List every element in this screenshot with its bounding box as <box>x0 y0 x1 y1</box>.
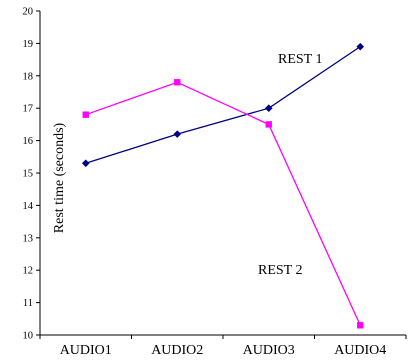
y-tick-label: 16 <box>23 136 34 147</box>
chart-series <box>81 42 365 329</box>
y-tick-label: 13 <box>23 233 34 244</box>
x-category-label: AUDIO3 <box>243 343 295 358</box>
series-label-rest-1: REST 1 <box>278 52 322 67</box>
data-point-diamond <box>264 104 273 112</box>
y-tick-label: 10 <box>23 331 34 342</box>
x-category-label: AUDIO4 <box>334 343 386 358</box>
y-tick-label: 20 <box>23 7 34 18</box>
x-category-label: AUDIO1 <box>60 343 112 358</box>
y-tick-label: 18 <box>23 71 34 82</box>
x-axis-categories: AUDIO1 AUDIO2 AUDIO3 AUDIO4 <box>39 335 407 358</box>
data-point-diamond <box>173 130 182 138</box>
y-axis-ticks: 10 11 12 13 14 15 16 17 18 19 20 <box>23 7 40 342</box>
chart-axes <box>39 11 406 336</box>
data-point-diamond <box>356 42 365 51</box>
data-point-square <box>82 111 89 118</box>
y-tick-label: 12 <box>23 266 34 277</box>
series-label-rest-2: REST 2 <box>258 263 302 278</box>
series-line-1 <box>85 46 361 164</box>
y-tick-label: 15 <box>23 169 34 180</box>
y-tick-label: 19 <box>23 39 34 50</box>
data-point-diamond <box>81 159 90 168</box>
y-tick-label: 11 <box>23 298 33 309</box>
y-tick-label: 14 <box>23 201 34 212</box>
y-tick-label: 17 <box>23 104 34 115</box>
data-point-square <box>265 121 272 128</box>
y-axis-title: Rest time (seconds) <box>52 122 67 233</box>
data-point-square <box>174 79 181 86</box>
x-category-label: AUDIO2 <box>151 343 203 358</box>
data-point-square <box>357 322 364 329</box>
series-line-2 <box>85 81 361 326</box>
